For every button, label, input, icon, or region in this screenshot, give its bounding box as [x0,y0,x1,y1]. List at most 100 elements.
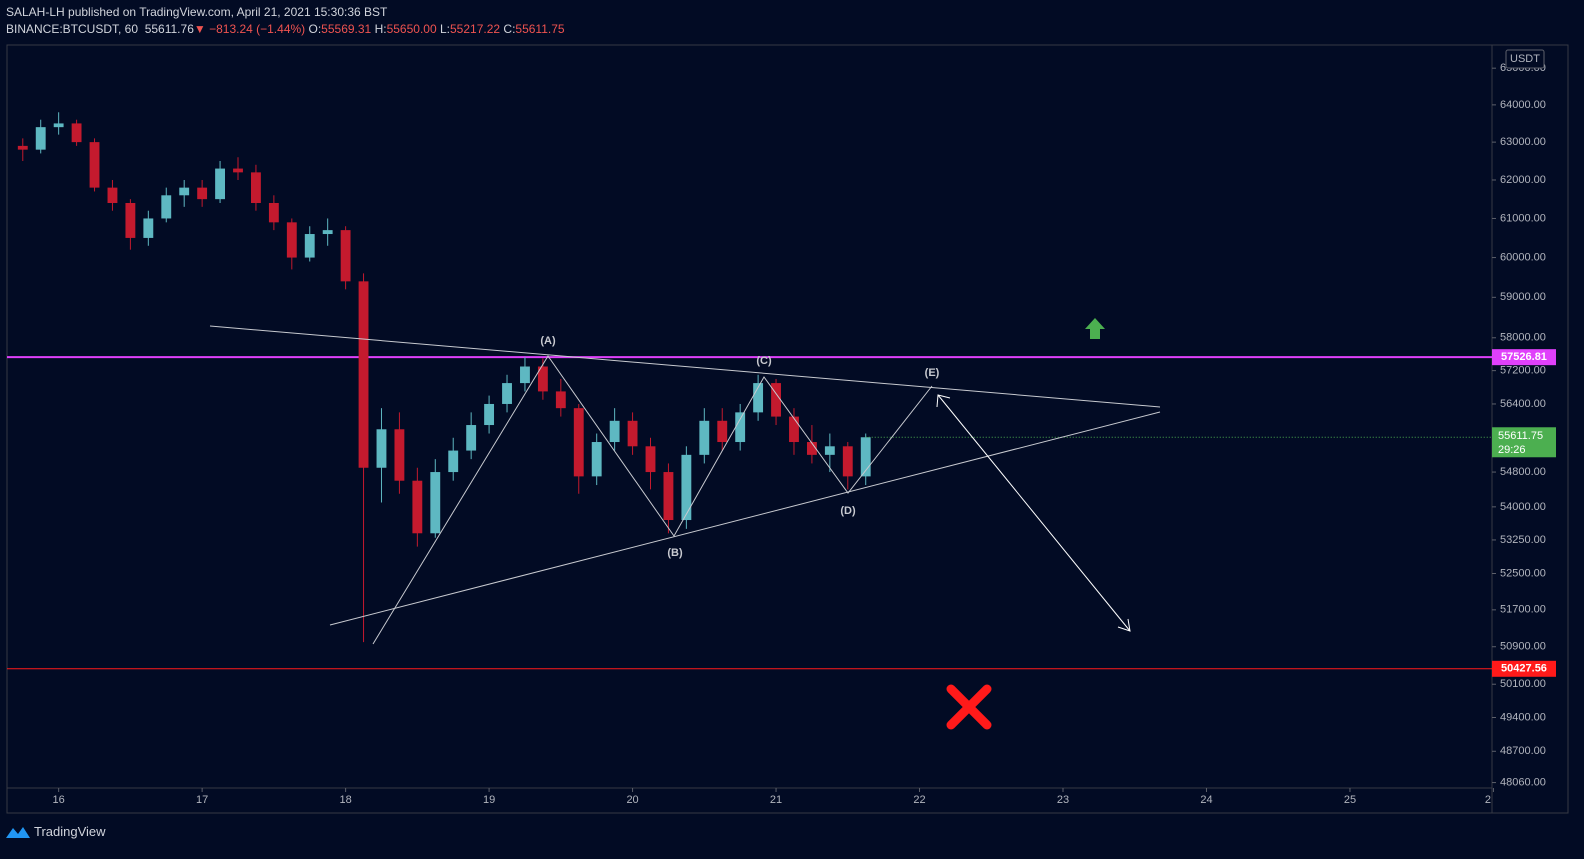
wave-labels: (A) (B) (C) (D) (E) [540,335,939,559]
y-tick-label: 53250.00 [1500,534,1546,546]
countdown-label: 29:26 [1498,444,1526,456]
marks: 65000.0064000.0063000.0062000.0061000.00… [7,62,1556,806]
symbol-line: BINANCE:BTCUSDT, 60 55611.76▼ −813.24 (−… [6,22,568,36]
y-tick-label: 50100.00 [1500,678,1546,690]
x-tick-label: 22 [913,794,925,806]
y-tick-label: 56400.00 [1500,398,1546,410]
current-price-tag [1492,427,1556,458]
candle-body [824,446,835,455]
y-tick-label: 60000.00 [1500,251,1546,263]
author-line: SALAH-LH published on TradingView.com, A… [6,5,388,19]
candle-body [71,123,82,143]
candle-body [663,472,674,521]
x-tick-label: 19 [483,794,495,806]
candle-body [591,442,602,477]
current-price-label: 55611.75 [1498,430,1543,442]
candle-body [179,187,190,196]
level-tag [1492,660,1556,677]
candle-body [286,222,297,258]
change: ▼ −813.24 (−1.44%) [193,22,306,36]
candle-body [753,383,764,413]
y-tick-label: 54800.00 [1500,466,1546,478]
x-tick-label: 25 [1344,794,1356,806]
candle-body [143,218,154,238]
ohlc-label: H: [374,22,387,36]
y-tick-label: 50900.00 [1500,641,1546,653]
wave-label: (C) [756,355,772,367]
currency-label: USDT [1510,53,1540,65]
candle-body [35,127,46,150]
candle-body [251,172,261,203]
candle-body [537,366,548,392]
candle-body [771,383,781,417]
candle-body [340,230,351,282]
drawings [209,325,1161,645]
x-tick-label: 21 [770,794,782,806]
ohlc-value: 55569.31 [321,22,372,36]
x-tick-label: 17 [196,794,208,806]
currency-box [1505,49,1545,69]
y-tick-label: 62000.00 [1500,174,1546,186]
cross-icon [946,684,992,730]
wave-label: (B) [667,547,683,559]
candle-body [161,195,172,219]
candle-body [609,420,620,443]
candle-body [268,202,279,223]
y-tick-label: 63000.00 [1500,136,1546,148]
candle-body [717,420,728,443]
arrow [937,394,1131,632]
ohlc-value: 55650.00 [386,22,437,36]
y-tick-label: 61000.00 [1500,212,1546,224]
y-tick-label: 64000.00 [1500,99,1546,111]
candle-body [645,446,656,473]
ohlc-label: L: [439,22,450,36]
candle-body [520,366,530,384]
candle-body [860,437,871,477]
y-tick-label: 57200.00 [1500,365,1546,377]
candle-body [376,429,387,468]
ohlc-value: 55611.75 [515,22,565,36]
y-tick-label: 51700.00 [1500,604,1546,616]
x-tick-label: 18 [339,794,351,806]
candle-body [125,202,136,238]
logo [6,827,30,838]
candle-body [502,383,512,404]
candle-body [430,472,441,534]
up-arrow-icon [1085,318,1105,339]
candle-body [842,446,853,477]
ohlc-label: O: [308,22,322,36]
plot-frame [6,44,1569,814]
candle-body [735,412,746,443]
candle-body [699,420,710,455]
candle-body [322,230,333,235]
x-tick-label: 23 [1057,794,1069,806]
level-tag-label: 57526.81 [1501,351,1547,363]
wave-path [372,355,933,645]
candle-body [89,142,100,188]
logo-icon [6,827,30,838]
candle-body [215,168,225,200]
y-tick-label: 52500.00 [1500,567,1546,579]
candle-body [412,480,423,534]
x-tick-label: 24 [1200,794,1212,806]
ohlc-value: 55217.22 [450,22,501,36]
candle-body [806,442,817,455]
candle-body [555,391,566,409]
candle-body [789,416,799,443]
candle-body [484,403,495,426]
candle-body [358,281,369,468]
y-tick-label: 59000.00 [1500,291,1546,303]
y-tick-label: 54000.00 [1500,501,1546,513]
y-tick-label: 49400.00 [1500,711,1546,723]
candle-body [466,425,477,451]
x-tick-label: 20 [626,794,638,806]
trendline [209,325,1161,408]
level-tag-label: 50427.56 [1501,663,1547,675]
wave-label: (D) [840,505,856,517]
y-tick-label: 48060.00 [1500,776,1546,788]
cross-stroke [946,684,992,730]
ohlc: O:55569.31 H:55650.00 L:55217.22 C:55611… [309,22,568,36]
y-tick-label: 48700.00 [1500,745,1546,757]
